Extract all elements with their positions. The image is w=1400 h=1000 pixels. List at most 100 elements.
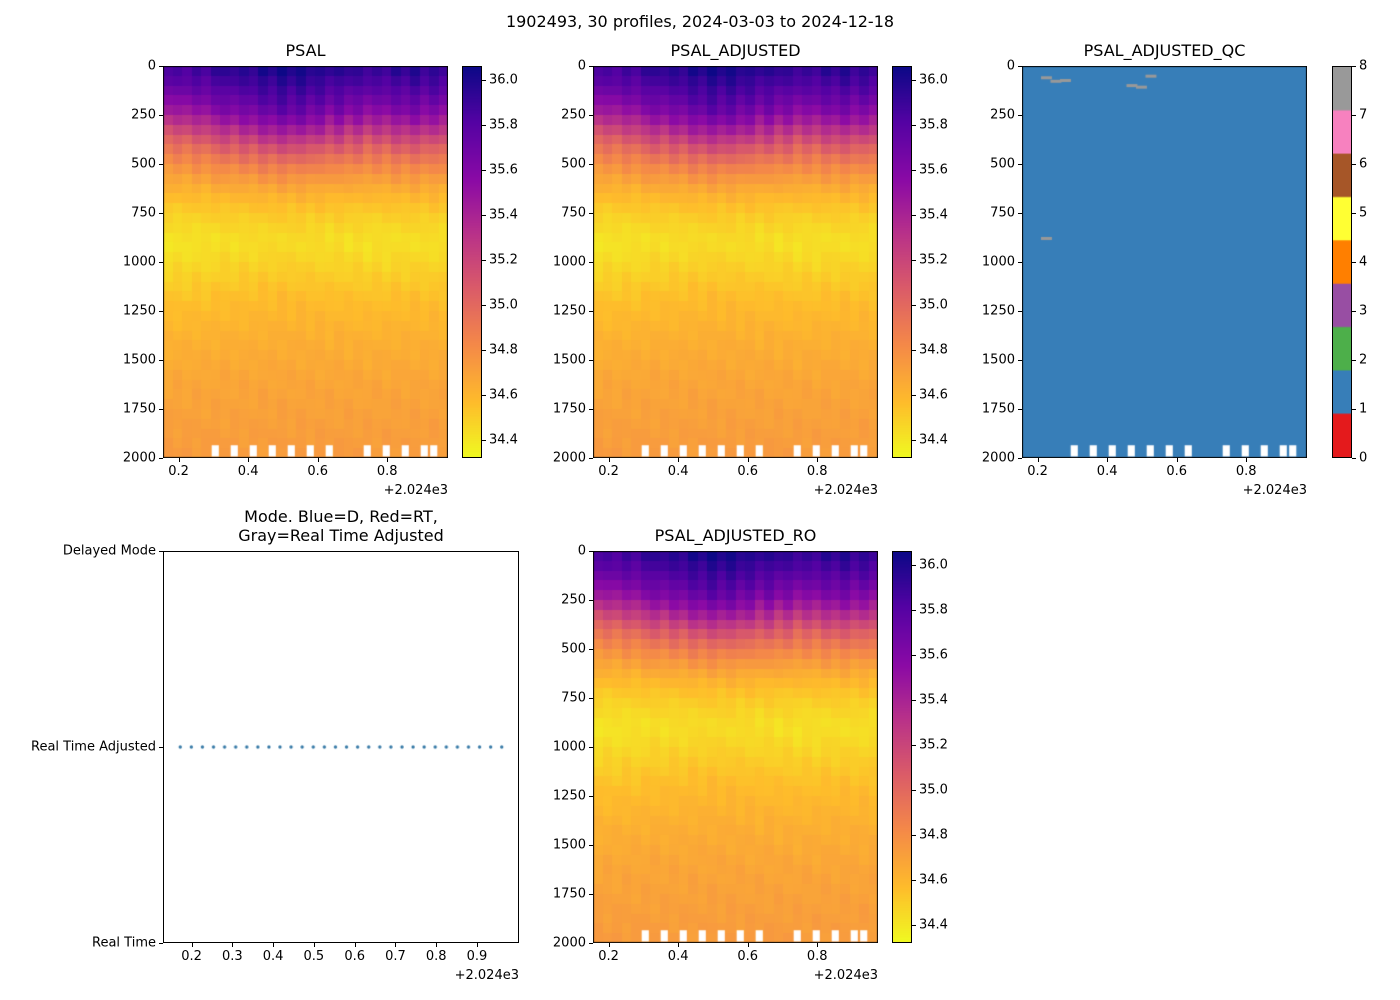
qc-colorbar-tick-label: 4 [1359,254,1368,270]
colorbar-tick-mark [912,654,916,656]
qc-colorbar-tick-mark [1352,360,1356,361]
y-tick-mark [589,649,593,650]
psal-plot-area [163,66,448,458]
psal-adjusted-heatmap [593,66,878,458]
y-tick-mark [159,213,163,214]
colorbar-tick-label: 35.4 [919,692,948,708]
x-tick-mark [817,458,819,462]
x-tick-mark [476,943,478,947]
psal-adjusted-colorbar [892,66,912,458]
psal-adjusted-ro-title: PSAL_ADJUSTED_RO [654,526,817,545]
y-tick-mark [1018,458,1022,459]
y-tick-mark [1018,164,1022,165]
x-tick-mark [1246,458,1248,462]
y-tick-label: 0 [147,58,156,74]
colorbar-tick-label: 34.4 [489,432,518,448]
colorbar-tick-label: 35.8 [489,117,518,133]
x-tick-label: 0.4 [667,949,689,964]
y-tick-label: 2000 [122,450,156,466]
y-tick-label: 0 [1006,58,1015,74]
qc-colorbar-tick-mark [1352,262,1356,263]
y-tick-mark [1018,66,1022,67]
y-tick-mark [159,115,163,116]
colorbar-tick-mark [482,79,486,81]
x-tick-mark [178,458,180,462]
colorbar-tick-mark [912,79,916,81]
psal-adjusted-qc-x-offset-label: +2.024e3 [1242,483,1307,498]
psal-adjusted-qc-colorbar [1332,66,1352,458]
y-tick-label: 750 [561,205,586,221]
y-tick-label: 750 [131,205,156,221]
y-tick-mark [159,164,163,165]
y-tick-mark [159,747,163,748]
x-tick-mark [313,943,315,947]
colorbar-tick-mark [912,879,916,881]
psal-title: PSAL [285,41,326,60]
colorbar-tick-label: 35.0 [919,297,948,313]
psal-adjusted-qc-title: PSAL_ADJUSTED_QC [1083,41,1246,60]
qc-colorbar-tick-label: 2 [1359,352,1368,368]
psal-adjusted-ro-colorbar [892,551,912,943]
y-tick-mark [159,360,163,361]
y-tick-mark [1018,409,1022,410]
y-tick-label: 250 [561,592,586,608]
colorbar-tick-label: 34.6 [489,387,518,403]
qc-colorbar-tick-mark [1352,66,1356,67]
y-tick-label: 750 [561,690,586,706]
colorbar-tick-label: 35.6 [919,162,948,178]
y-tick-mark [159,262,163,263]
colorbar-tick-mark [482,304,486,306]
psal-adjusted-ro-colorbar-gradient [893,552,911,942]
y-tick-label: 1000 [122,254,156,270]
y-tick-mark [589,115,593,116]
colorbar-tick-label: 34.8 [919,827,948,843]
x-tick-label: 0.4 [237,464,259,479]
y-tick-mark [1018,311,1022,312]
colorbar-tick-mark [482,394,486,396]
psal-adjusted-ro-x-offset-label: +2.024e3 [813,968,878,983]
mode-scatter [164,552,518,942]
y-tick-label: 500 [561,641,586,657]
mode-y-tick-label: Delayed Mode [62,543,156,559]
y-tick-mark [159,458,163,459]
colorbar-tick-mark [912,789,916,791]
x-tick-label: 0.4 [667,464,689,479]
x-tick-mark [678,458,680,462]
qc-colorbar-tick-mark [1352,213,1356,214]
qc-colorbar-tick-label: 3 [1359,303,1368,319]
colorbar-tick-mark [912,394,916,396]
mode-y-tick-label: Real Time Adjusted [31,739,156,755]
y-tick-label: 1000 [981,254,1015,270]
x-tick-mark [817,943,819,947]
x-tick-mark [232,943,234,947]
x-tick-label: 0.6 [344,949,365,964]
psal-adjusted-x-offset-label: +2.024e3 [813,483,878,498]
colorbar-tick-label: 34.4 [919,432,948,448]
x-tick-label: 0.6 [1166,464,1187,479]
mode-title-line2: Gray=Real Time Adjusted [238,526,444,546]
colorbar-tick-label: 34.8 [919,342,948,358]
mode-plot-area [163,551,519,943]
x-tick-mark [1037,458,1039,462]
y-tick-label: 500 [561,156,586,172]
x-tick-mark [317,458,319,462]
psal-heatmap [163,66,448,458]
y-tick-mark [159,311,163,312]
x-tick-label: 0.2 [181,949,202,964]
colorbar-tick-label: 35.2 [919,737,948,753]
colorbar-tick-mark [912,609,916,611]
y-tick-label: 250 [561,107,586,123]
colorbar-tick-label: 35.6 [489,162,518,178]
x-tick-label: 0.4 [1096,464,1118,479]
y-tick-label: 1750 [981,401,1015,417]
colorbar-tick-label: 35.4 [489,207,518,223]
x-tick-label: 0.5 [303,949,325,964]
y-tick-mark [589,213,593,214]
y-tick-mark [1018,213,1022,214]
colorbar-tick-label: 34.8 [489,342,518,358]
colorbar-tick-label: 35.2 [489,252,518,268]
y-tick-label: 250 [131,107,156,123]
colorbar-tick-mark [912,564,916,566]
y-tick-label: 0 [577,543,586,559]
